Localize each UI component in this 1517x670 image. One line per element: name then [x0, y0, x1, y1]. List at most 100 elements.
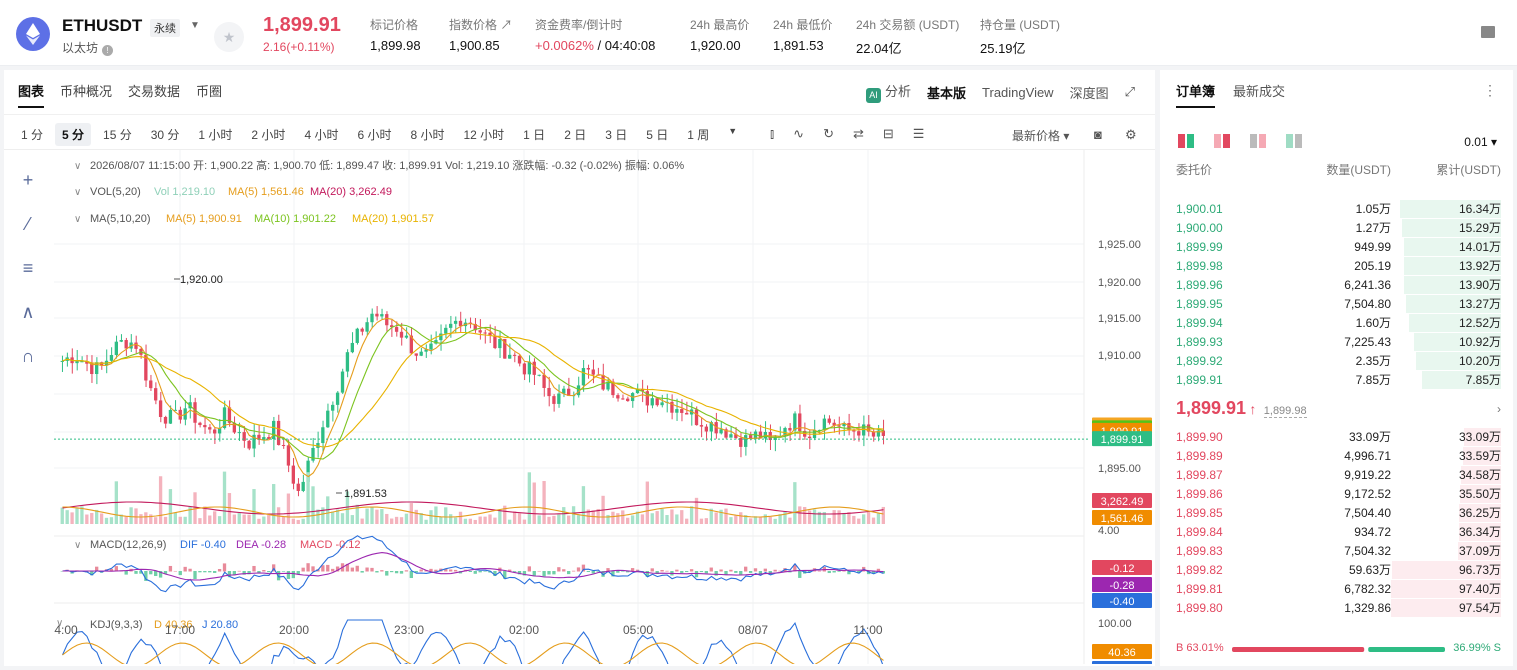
mid-price-row[interactable]: 1,899.91 ↑ 1,899.98 › [1176, 398, 1501, 419]
volume-bar [719, 509, 723, 524]
chevron-right-icon[interactable]: › [1497, 402, 1501, 416]
mid-price: 1,899.91 [1176, 398, 1247, 418]
compare-icon[interactable]: ⇄ [852, 126, 864, 141]
book-row[interactable]: 1,899.94 1.60万 12.52万 [1160, 313, 1513, 332]
interval-option[interactable]: 8 小时 [410, 128, 445, 142]
book-row[interactable]: 1,899.83 7,504.32 37.09万 [1160, 541, 1513, 560]
book-row[interactable]: 1,899.82 59.63万 96.73万 [1160, 560, 1513, 579]
depth-chart-button[interactable]: 深度图 [1069, 85, 1109, 101]
book-row[interactable]: 1,899.92 2.35万 10.20万 [1160, 351, 1513, 370]
book-row[interactable]: 1,899.93 7,225.43 10.92万 [1160, 332, 1513, 351]
candle-body [832, 422, 836, 426]
book-row[interactable]: 1,900.00 1.27万 15.29万 [1160, 218, 1513, 237]
book-row[interactable]: 1,899.91 7.85万 7.85万 [1160, 370, 1513, 389]
pattern-tool-icon[interactable]: ∧ [21, 302, 35, 322]
crosshair-icon[interactable]: + [22, 170, 34, 190]
tradingview-button[interactable]: TradingView [982, 84, 1054, 100]
macd-histogram-bar [242, 571, 246, 575]
candlestick-chart[interactable]: ∨ 2026/08/07 11:15:00 开: 1,900.22 高: 1,90… [4, 150, 1155, 664]
interval-option[interactable]: 1 分 [21, 128, 44, 142]
settings-list-icon[interactable]: ☰ [912, 126, 925, 141]
candle-body [242, 432, 246, 441]
volume-bar [621, 510, 625, 524]
book-row[interactable]: 1,899.80 1,329.86 97.54万 [1160, 598, 1513, 617]
interval-option[interactable]: 5 分 [55, 123, 92, 146]
volume-bar [586, 509, 590, 524]
gear-icon[interactable]: ⚙ [1125, 127, 1137, 142]
price-tick-label: 1,920.00 [1098, 277, 1141, 289]
candle-type-icon[interactable]: ⫾ [770, 126, 775, 141]
trendline-icon[interactable]: ⁄ [26, 214, 30, 234]
macd-histogram-bar [793, 564, 797, 572]
precision-select[interactable]: 0.01 ▾ [1464, 135, 1497, 149]
symbol-name[interactable]: ETHUSDT [62, 16, 143, 35]
info-icon[interactable]: ! [102, 45, 114, 56]
macd-histogram-bar [581, 564, 586, 572]
candle-body [793, 413, 797, 431]
stat-index-price[interactable]: 指数价格 ↗ 1,900.85 [449, 16, 512, 53]
tab-community[interactable]: 币圈 [196, 84, 223, 99]
interval-option[interactable]: 1 小时 [198, 128, 233, 142]
interval-option[interactable]: 30 分 [150, 128, 180, 142]
analysis-button[interactable]: AI 分析 [866, 81, 911, 103]
view-both-icon[interactable] [1178, 134, 1194, 148]
macd-histogram-bar [817, 570, 822, 572]
fib-tool-icon[interactable]: ≡ [22, 258, 34, 278]
interval-option[interactable]: 2 小时 [251, 128, 286, 142]
interval-option[interactable]: 1 日 [523, 128, 546, 142]
book-row[interactable]: 1,899.89 4,996.71 33.59万 [1160, 446, 1513, 465]
price-mode-label: 最新价格 [1012, 129, 1061, 143]
tab-overview[interactable]: 币种概况 [60, 84, 113, 99]
indicator-icon[interactable]: ∿ [793, 126, 805, 141]
tab-orderbook[interactable]: 订单簿 [1176, 81, 1216, 108]
candle-body [222, 407, 227, 429]
view-sell-icon[interactable] [1250, 134, 1266, 148]
tab-latest-trades[interactable]: 最新成交 [1233, 84, 1286, 99]
volume-bar [626, 517, 630, 524]
interval-option[interactable]: 5 日 [646, 128, 669, 142]
macd-dif-line [62, 535, 884, 593]
interval-option[interactable]: 3 日 [605, 128, 628, 142]
tab-trading-data[interactable]: 交易数据 [128, 84, 181, 99]
camera-icon[interactable]: ◙ [1094, 127, 1102, 142]
stat-value: 1,920.00 [690, 38, 741, 53]
book-row[interactable]: 1,899.84 934.72 36.34万 [1160, 522, 1513, 541]
symbol-dropdown-icon[interactable]: ▼ [190, 20, 200, 31]
book-row[interactable]: 1,899.87 9,919.22 34.58万 [1160, 465, 1513, 484]
layout-icon[interactable]: ⊟ [882, 126, 894, 141]
price-mode-select[interactable]: 最新价格 ▾ [1012, 129, 1070, 143]
view-buy-icon[interactable] [1214, 134, 1230, 148]
book-row[interactable]: 1,899.90 33.09万 33.09万 [1160, 427, 1513, 446]
interval-option[interactable]: 4 小时 [304, 128, 339, 142]
macd-histogram-bar [134, 571, 138, 574]
more-icon[interactable]: ⋮ [1483, 82, 1497, 98]
interval-option[interactable]: 1 周 [687, 128, 710, 142]
macd-histogram-bar [773, 569, 777, 572]
magnet-icon[interactable]: ∩ [21, 346, 35, 366]
guide-book-icon[interactable] [1481, 26, 1495, 38]
tab-chart[interactable]: 图表 [18, 81, 45, 108]
volume-bar [562, 507, 566, 524]
book-row[interactable]: 1,900.01 1.05万 16.34万 [1160, 199, 1513, 218]
volume-bar [429, 510, 433, 524]
book-row[interactable]: 1,899.95 7,504.80 13.27万 [1160, 294, 1513, 313]
book-row[interactable]: 1,899.96 6,241.36 13.90万 [1160, 275, 1513, 294]
book-row[interactable]: 1,899.81 6,782.32 97.40万 [1160, 579, 1513, 598]
chart-view-switch: AI 分析 基本版 TradingView 深度图 ⤢ [866, 81, 1135, 103]
favorite-star-button[interactable]: ★ [214, 22, 244, 52]
interval-option[interactable]: 12 小时 [463, 128, 505, 142]
interval-more-icon[interactable]: ▼ [728, 126, 738, 136]
view-depth-icon[interactable] [1286, 134, 1302, 148]
book-row[interactable]: 1,899.99 949.99 14.01万 [1160, 237, 1513, 256]
book-row[interactable]: 1,899.85 7,504.40 36.25万 [1160, 503, 1513, 522]
expand-icon[interactable]: ⤢ [1124, 84, 1135, 99]
macd-histogram-bar [345, 563, 350, 572]
basic-view-button[interactable]: 基本版 [927, 85, 967, 101]
interval-option[interactable]: 2 日 [564, 128, 587, 142]
interval-option[interactable]: 15 分 [103, 128, 132, 142]
row-price: 1,899.81 [1176, 581, 1223, 596]
refresh-icon[interactable]: ↻ [823, 126, 834, 141]
interval-option[interactable]: 6 小时 [357, 128, 392, 142]
book-row[interactable]: 1,899.98 205.19 13.92万 [1160, 256, 1513, 275]
book-row[interactable]: 1,899.86 9,172.52 35.50万 [1160, 484, 1513, 503]
